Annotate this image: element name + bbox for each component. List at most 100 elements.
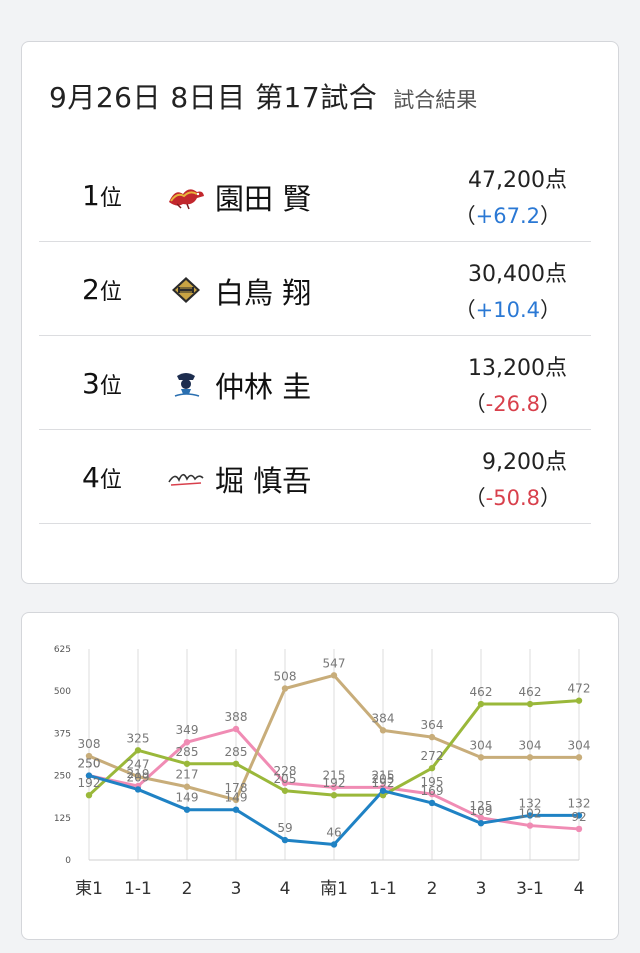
point-diff: （-50.8） [464, 486, 561, 510]
data-point [232, 806, 240, 813]
x-tick-label: 1-1 [124, 879, 152, 899]
x-tick-label: 4 [574, 879, 585, 899]
data-point [526, 700, 534, 708]
data-point [526, 754, 534, 761]
data-point [85, 772, 93, 779]
result-row-1: 1位 園田 賢 47,200点 （+67.2） [39, 148, 591, 242]
data-point [526, 822, 534, 829]
data-label: 132 [568, 796, 591, 810]
data-point [330, 841, 338, 848]
data-label: 169 [421, 784, 444, 798]
data-label: 308 [78, 737, 101, 751]
data-label: 384 [372, 711, 395, 725]
x-tick-label: 4 [280, 879, 291, 899]
data-point [379, 791, 387, 799]
point-diff: （+10.4） [454, 298, 561, 322]
result-row-4: 4位 堀 慎吾 9,200点 （-50.8） [39, 430, 591, 524]
rank: 4位 [82, 461, 122, 494]
final-score: 13,200点 [468, 356, 567, 381]
player-name: 堀 慎吾 [215, 464, 312, 498]
pirate-team-logo-icon [174, 373, 200, 397]
data-point [428, 799, 436, 807]
data-point [134, 786, 142, 793]
data-point [575, 697, 583, 704]
player-name: 園田 賢 [215, 182, 312, 216]
y-tick-label: 500 [54, 687, 71, 697]
data-label: 304 [568, 738, 591, 752]
x-tick-label: 3 [476, 879, 487, 899]
data-label: 205 [372, 772, 395, 786]
point-diff: （-26.8） [464, 392, 561, 416]
data-label: 215 [372, 768, 395, 782]
data-point [428, 790, 436, 798]
data-label: 149 [225, 791, 248, 805]
data-point [330, 672, 338, 679]
gold-shield-team-logo-icon [172, 277, 200, 303]
data-label: 192 [78, 776, 101, 790]
data-point [232, 760, 240, 767]
data-label: 285 [225, 745, 248, 759]
result-row-2: 2位 白鳥 翔 30,400点 （+10.4） [39, 242, 591, 336]
y-tick-label: 375 [54, 729, 71, 739]
data-point [379, 787, 387, 794]
data-label: 462 [519, 685, 542, 699]
result-list: 1位 園田 賢 47,200点 （+67.2） 2位 白鳥 翔 30,400点 … [39, 148, 591, 524]
data-label: 228 [274, 764, 297, 778]
data-point [183, 760, 191, 767]
data-label: 247 [127, 758, 150, 772]
data-point [281, 787, 289, 794]
data-point [330, 791, 338, 799]
data-label: 304 [470, 738, 493, 752]
data-point [575, 754, 583, 761]
final-score: 30,400点 [468, 262, 567, 287]
data-point [85, 791, 93, 799]
data-point [477, 814, 485, 821]
rank: 3位 [82, 367, 122, 400]
data-label: 250 [78, 757, 101, 771]
data-label: 92 [571, 810, 586, 824]
x-tick-label: 2 [427, 879, 438, 899]
data-label: 219 [127, 767, 150, 781]
data-point [477, 820, 485, 827]
data-label: 349 [176, 723, 199, 737]
x-tick-label: 2 [182, 879, 193, 899]
x-tick-label: 東1 [75, 879, 103, 899]
data-point [428, 764, 436, 772]
data-label: 472 [568, 682, 591, 696]
data-point [281, 836, 289, 844]
data-point [477, 754, 485, 761]
x-tick-label: 3-1 [516, 879, 544, 899]
final-score: 47,200点 [468, 168, 567, 193]
data-label: 215 [323, 768, 346, 782]
data-label: 462 [470, 685, 493, 699]
data-point [526, 812, 534, 819]
rank: 2位 [82, 273, 122, 306]
data-point [281, 685, 289, 692]
data-label: 325 [127, 731, 150, 745]
data-point [134, 747, 142, 754]
data-label: 195 [421, 775, 444, 789]
data-point [183, 806, 191, 813]
data-label: 272 [421, 749, 444, 763]
result-row-3: 3位 仲林 圭 13,200点 （-26.8） [39, 336, 591, 430]
data-label: 192 [372, 776, 395, 790]
player-name: 白鳥 翔 [215, 276, 312, 310]
data-point [575, 825, 583, 833]
data-point [575, 812, 583, 819]
data-label: 364 [421, 718, 444, 732]
data-label: 205 [274, 772, 297, 786]
data-point [85, 752, 93, 760]
point-diff: （+67.2） [454, 204, 561, 228]
data-point [183, 783, 191, 790]
data-label: 217 [176, 768, 199, 782]
score-line-chart: 0 125 250 375 500 625 東1 1-1 2 3 4 南1 1-1 2 3 3-1 4 250 21… [54, 645, 591, 899]
y-tick-label: 125 [54, 814, 71, 824]
data-label: 125 [470, 799, 493, 813]
data-label: 178 [225, 781, 248, 795]
data-label: 132 [519, 796, 542, 810]
player-name: 仲林 圭 [215, 370, 312, 404]
data-point [183, 738, 191, 746]
match-subtitle: 試合結果 [393, 88, 478, 112]
data-label: 304 [519, 738, 542, 752]
data-point [232, 725, 240, 733]
